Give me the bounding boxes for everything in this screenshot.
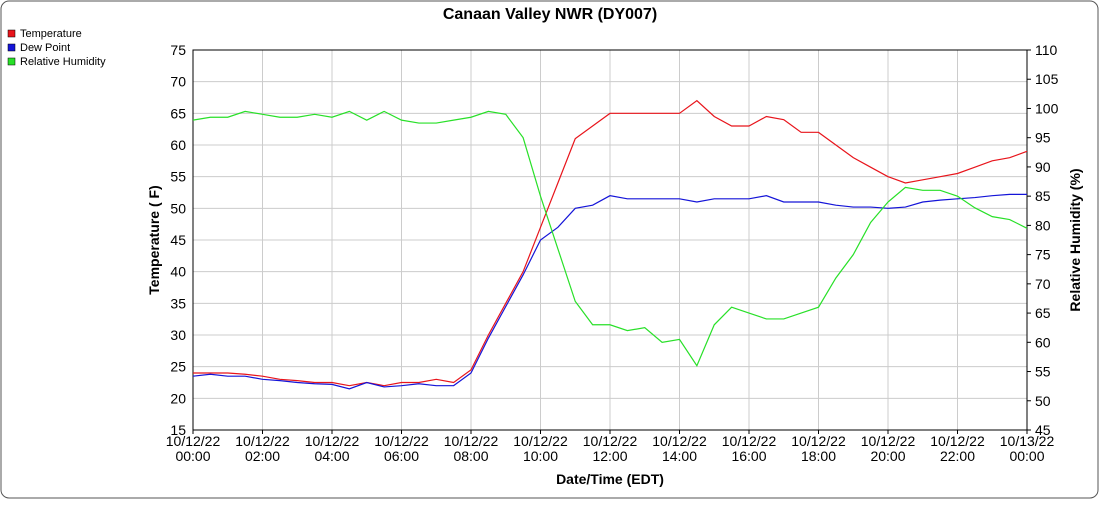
y2-tick-label: 85	[1035, 188, 1051, 204]
series-line	[193, 99, 1028, 387]
legend-swatch	[7, 43, 16, 52]
y2-tick-label: 75	[1035, 247, 1051, 263]
y2-tick-label: 70	[1035, 276, 1051, 292]
y-tick-label: 55	[170, 169, 186, 185]
x-tick-label: 10/12/22 18:00	[791, 433, 846, 464]
y-tick-label: 35	[170, 295, 186, 311]
x-tick-label: 10/12/22 12:00	[583, 433, 638, 464]
legend-label: Relative Humidity	[20, 56, 106, 68]
y-tick-label: 65	[170, 105, 186, 121]
x-tick-label: 10/12/22 00:00	[166, 433, 221, 464]
x-tick-label: 10/12/22 20:00	[861, 433, 916, 464]
y2-tick-label: 110	[1035, 42, 1058, 58]
y-tick-label: 60	[170, 137, 186, 153]
legend-swatch	[7, 57, 16, 66]
y-tick-label: 70	[170, 74, 186, 90]
series-line	[192, 110, 1028, 367]
y-tick-label: 50	[170, 200, 186, 216]
plot-frame	[192, 49, 1028, 431]
y2-tick-label: 95	[1035, 130, 1051, 146]
y2-tick-label: 105	[1035, 71, 1059, 87]
y2-tick-label: 65	[1035, 305, 1051, 321]
y2-tick-label: 100	[1035, 100, 1059, 116]
y-axis-label: Temperature ( F)	[146, 185, 162, 294]
x-tick-label: 10/12/22 04:00	[305, 433, 360, 464]
x-tick-label: 10/12/22 14:00	[652, 433, 707, 464]
y2-tick-label: 45	[1035, 422, 1051, 438]
y-tick-label: 75	[170, 42, 186, 58]
y2-tick-label: 55	[1035, 364, 1051, 380]
y2-axis-label: Relative Humidity (%)	[1067, 168, 1083, 311]
x-tick-label: 10/12/22 02:00	[235, 433, 290, 464]
x-tick-label: 10/12/22 08:00	[444, 433, 499, 464]
y2-tick-label: 50	[1035, 393, 1051, 409]
legend-label: Temperature	[20, 28, 82, 40]
y-tick-label: 20	[170, 390, 186, 406]
legend-swatch	[7, 29, 16, 38]
y-tick-label: 40	[170, 264, 186, 280]
y2-tick-label: 80	[1035, 217, 1051, 233]
chart-title: Canaan Valley NWR (DY007)	[443, 6, 657, 23]
series-line	[192, 193, 1027, 390]
y2-tick-label: 90	[1035, 159, 1051, 175]
x-tick-label: 10/12/22 22:00	[930, 433, 985, 464]
y-tick-label: 45	[170, 232, 186, 248]
y2-tick-label: 60	[1035, 334, 1051, 350]
y-tick-label: 30	[170, 327, 186, 343]
x-tick-label: 10/12/22 10:00	[513, 433, 568, 464]
y-tick-label: 15	[170, 422, 186, 438]
y-tick-label: 25	[170, 359, 186, 375]
x-axis-label: Date/Time (EDT)	[556, 471, 664, 487]
legend-label: Dew Point	[20, 42, 70, 54]
x-tick-label: 10/12/22 16:00	[722, 433, 777, 464]
x-tick-label: 10/12/22 06:00	[374, 433, 429, 464]
x-tick-label: 10/13/22 00:00	[1000, 433, 1055, 464]
